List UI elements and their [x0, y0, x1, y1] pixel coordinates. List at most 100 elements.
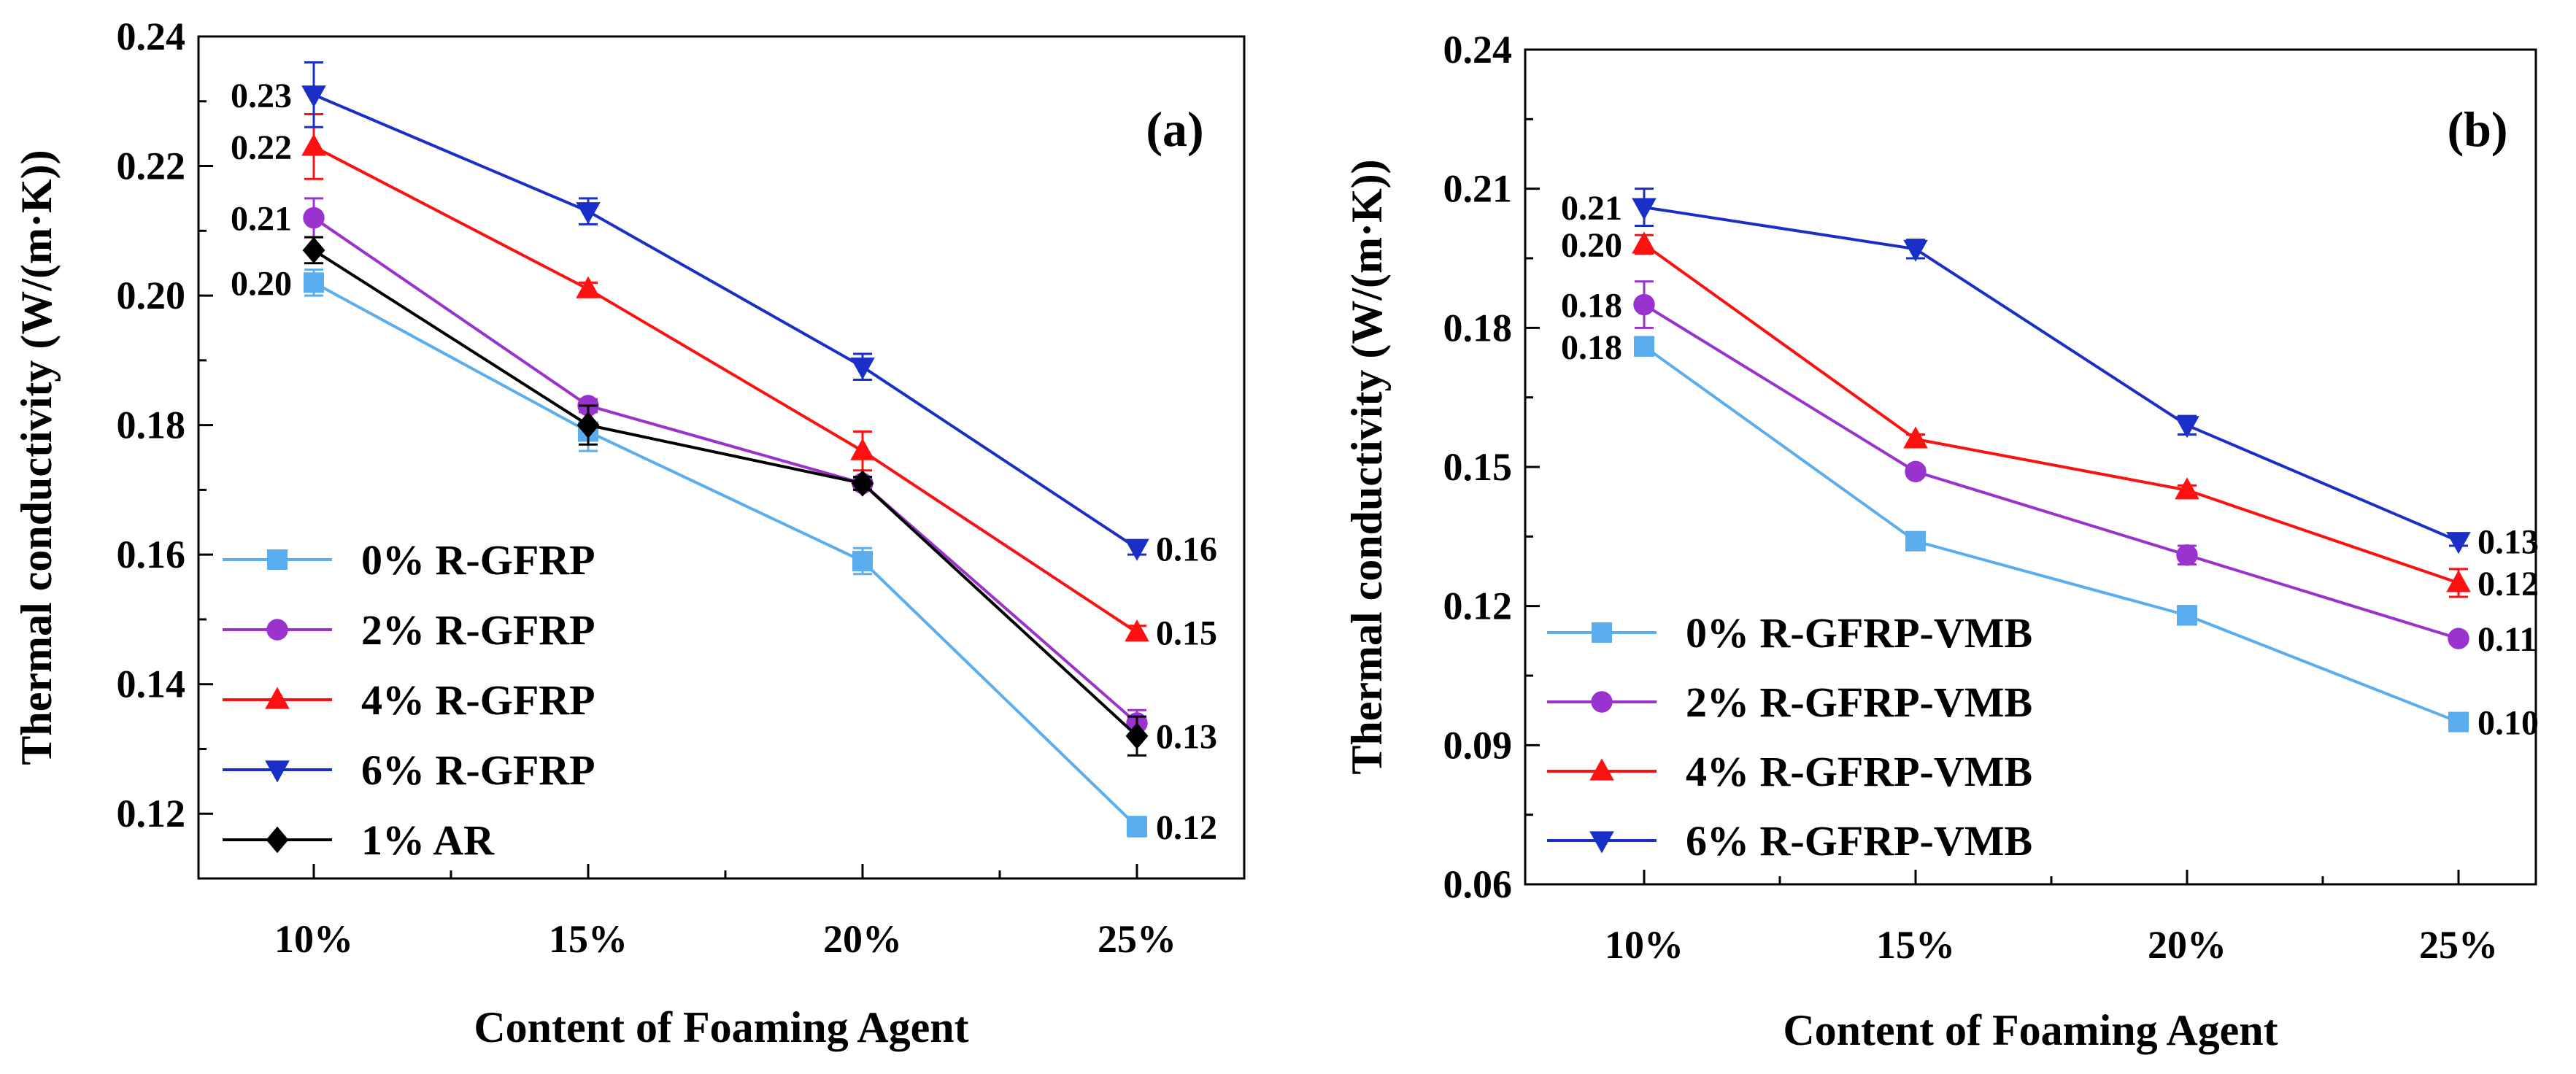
data-point	[1905, 460, 1927, 483]
legend-marker	[266, 619, 288, 641]
data-point	[301, 85, 326, 108]
legend-label: 0% R-GFRP	[361, 536, 595, 584]
legend-marker	[267, 549, 288, 570]
series-line	[313, 145, 1138, 634]
series-line	[1643, 345, 2459, 724]
data-point-shape	[1905, 460, 1927, 483]
x-tick-label: 20%	[2148, 923, 2226, 967]
data-label: 0.21	[231, 200, 292, 239]
data-point-shape	[850, 358, 875, 380]
data-point-shape	[301, 134, 326, 156]
data-point	[1634, 336, 1654, 357]
series-6-r-gfrp-vmb	[1632, 188, 2471, 555]
series-line	[313, 93, 1138, 549]
legend-item: 4% R-GFRP	[223, 676, 595, 724]
data-point-shape	[1125, 538, 1149, 561]
y-axis-title: Thermal conductivity (W/(m·K))	[12, 150, 61, 765]
data-point-shape	[851, 470, 874, 497]
legend-marker	[1591, 691, 1613, 713]
y-tick-label: 0.14	[117, 662, 186, 706]
data-label: 0.15	[1156, 614, 1217, 653]
data-label: 0.21	[1561, 189, 1622, 228]
data-point	[1127, 816, 1147, 837]
x-axis: 10% 15% 20% 25%	[274, 864, 1176, 961]
data-point-shape	[2446, 570, 2471, 592]
legend-marker-shape	[1592, 622, 1612, 643]
legend-marker-shape	[266, 826, 289, 854]
data-point	[850, 358, 875, 380]
data-point-shape	[304, 272, 324, 293]
data-point-shape	[1632, 198, 1657, 220]
data-label: 0.16	[1156, 530, 1217, 568]
legend-label: 4% R-GFRP-VMB	[1686, 748, 2032, 795]
data-point-shape	[576, 202, 601, 225]
x-axis: 10% 15% 20% 25%	[1605, 870, 2498, 967]
data-point-shape	[2448, 711, 2469, 733]
data-point	[2446, 532, 2471, 555]
data-point	[1125, 538, 1149, 561]
legend-item: 6% R-GFRP-VMB	[1547, 817, 2032, 865]
data-point	[576, 202, 601, 225]
data-point-shape	[302, 236, 325, 264]
legend-label: 6% R-GFRP-VMB	[1686, 817, 2032, 865]
y-tick-label: 0.21	[1443, 167, 1513, 211]
data-point	[850, 438, 875, 460]
series-line	[312, 216, 1138, 725]
legend-marker-shape	[266, 619, 288, 641]
data-point-shape	[2446, 532, 2471, 555]
data-point	[1905, 530, 1926, 552]
data-point	[2448, 627, 2469, 649]
series-line	[1643, 206, 2459, 543]
data-point-shape	[2177, 605, 2197, 626]
series-0-r-gfrp-vmb	[1634, 336, 2469, 733]
data-label: 0.10	[2477, 704, 2539, 743]
x-tick-label: 25%	[1098, 917, 1176, 961]
y-tick-label: 0.06	[1443, 862, 1513, 906]
legend-marker-shape	[265, 687, 290, 709]
series-2-r-gfrp-vmb	[1633, 280, 2469, 649]
series-4-r-gfrp	[301, 113, 1149, 642]
data-point	[1633, 293, 1655, 316]
data-point	[2176, 544, 2198, 566]
data-point-shape	[2448, 627, 2469, 649]
legend-item: 4% R-GFRP-VMB	[1547, 748, 2032, 795]
x-tick-label: 20%	[823, 917, 902, 961]
x-axis-title: Content of Foaming Agent	[474, 1003, 968, 1051]
legend-marker	[1589, 758, 1614, 781]
series-2-r-gfrp	[303, 197, 1148, 738]
x-tick-label: 10%	[1605, 923, 1684, 967]
data-point-shape	[576, 276, 601, 298]
legend-item: 2% R-GFRP	[223, 606, 595, 654]
y-tick-label: 0.24	[117, 15, 186, 58]
plot-frame	[197, 35, 1246, 880]
data-point	[1125, 619, 1149, 642]
data-point-shape	[1125, 619, 1149, 642]
y-tick-label: 0.24	[1443, 28, 1513, 72]
y-tick-label: 0.12	[117, 792, 186, 835]
legend-item: 0% R-GFRP-VMB	[1547, 609, 2032, 657]
data-point	[2177, 605, 2197, 626]
panel-label: (b)	[2447, 101, 2507, 157]
legend: 0% R-GFRP 2% R-GFRP 4% R-GFRP 6% R-GFRP 1% A…	[223, 536, 595, 864]
data-label: 0.12	[1156, 808, 1217, 847]
data-point	[304, 272, 324, 293]
data-point	[2446, 570, 2471, 592]
legend-item: 2% R-GFRP-VMB	[1547, 679, 2032, 726]
data-label: 0.22	[231, 128, 292, 167]
legend-item: 1% AR	[223, 816, 495, 864]
data-point-shape	[1633, 293, 1655, 316]
x-tick-label: 10%	[274, 917, 353, 961]
y-axis: 0.06 0.09 0.12 0.15 0.18 0.21 0.24	[1443, 28, 1540, 906]
data-point	[2175, 416, 2199, 439]
data-point-shape	[1125, 722, 1149, 749]
legend-marker-shape	[267, 549, 288, 570]
data-point-shape	[1905, 530, 1926, 552]
legend-marker	[266, 826, 289, 854]
legend-marker	[265, 760, 290, 783]
data-point	[1903, 426, 1928, 449]
data-point-shape	[1634, 336, 1654, 357]
data-point	[1632, 231, 1657, 254]
data-point	[1125, 722, 1149, 749]
legend-label: 6% R-GFRP	[361, 746, 595, 794]
legend-item: 6% R-GFRP	[223, 746, 595, 794]
